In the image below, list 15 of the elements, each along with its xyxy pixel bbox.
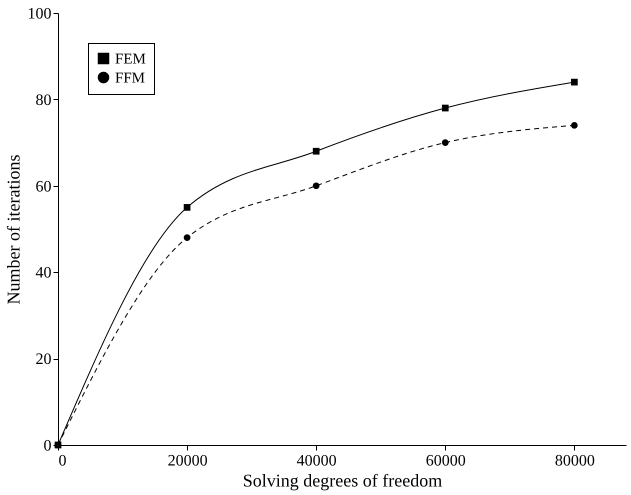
y-tick-label: 80 [36,92,52,109]
x-tick-label: 60000 [426,452,466,470]
y-tick-label: 40 [36,264,52,282]
legend-label: FFM [115,70,146,86]
y-tick-label: 0 [44,438,52,454]
legend-label: FEM [115,52,146,68]
x-tick-label: 80000 [554,452,595,470]
x-tick-label: 0 [58,452,66,470]
y-tick-label: 100 [28,6,52,22]
x-tick-label: 20000 [168,452,208,470]
x-tick-label: 40000 [296,452,337,470]
y-axis-title: Number of iterations [4,154,24,304]
y-tick-label: 20 [36,351,52,368]
y-tick-label: 60 [36,178,52,196]
x-axis-title: Solving degrees of freedom [242,470,442,490]
